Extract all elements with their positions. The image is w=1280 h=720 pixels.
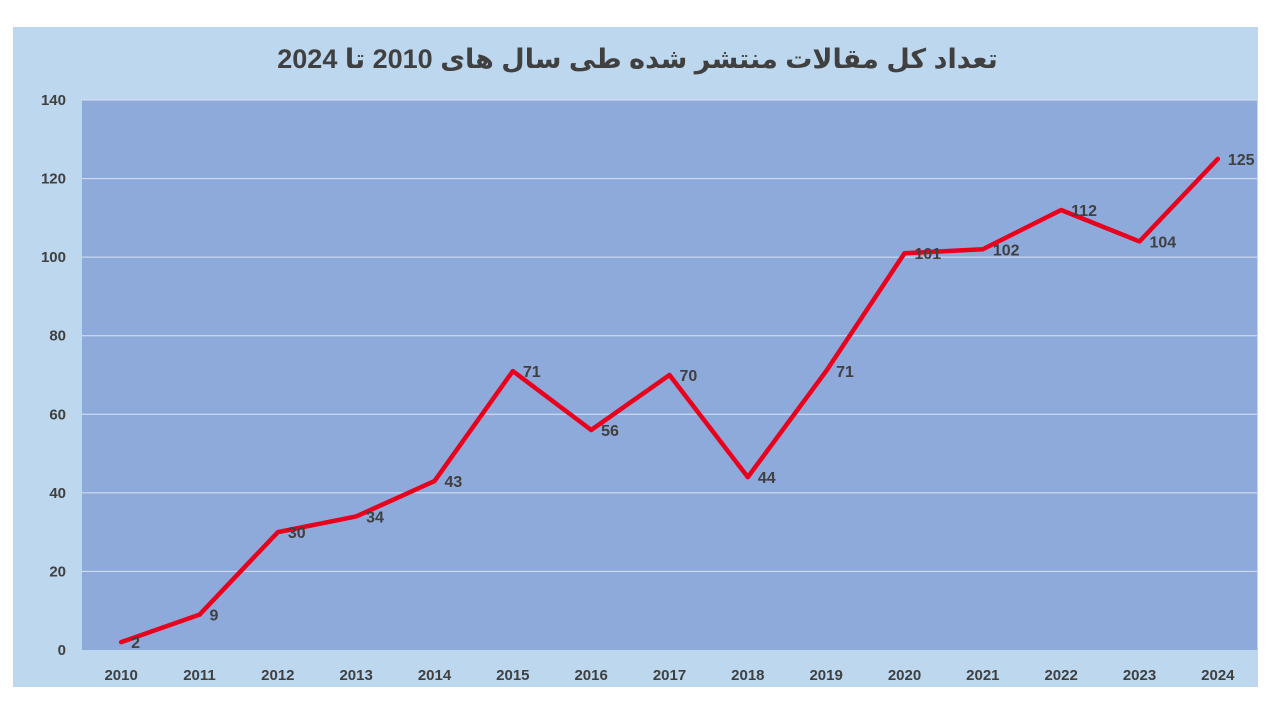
data-label: 101	[915, 246, 942, 263]
x-tick-label: 2012	[261, 667, 294, 684]
x-axis-ticks: 2010 2011 2012 2013 2014 2015 2016 2017 2018 2019…	[104, 667, 1235, 684]
data-label: 9	[210, 608, 219, 625]
data-label: 125	[1228, 152, 1255, 169]
x-tick-label: 2020	[888, 667, 921, 684]
data-label: 34	[366, 509, 384, 526]
data-label: 30	[288, 525, 306, 542]
x-tick-label: 2024	[1201, 667, 1235, 684]
data-label: 104	[1150, 234, 1177, 251]
x-tick-label: 2018	[731, 667, 764, 684]
data-label: 2	[131, 635, 140, 652]
data-label: 71	[523, 364, 541, 381]
data-label: 112	[1071, 203, 1097, 220]
data-label: 43	[445, 474, 463, 491]
y-tick-label: 140	[41, 92, 66, 109]
x-tick-label: 2019	[809, 667, 842, 684]
y-tick-label: 80	[49, 328, 66, 345]
data-label: 44	[758, 470, 776, 487]
data-labels: 2 9 30 34 43 71 56 70 44 71 101 102 112 104 125	[131, 152, 1254, 652]
y-axis-ticks: 0 20 40 60 80 100 120 140	[41, 92, 66, 659]
series-line	[118, 156, 1221, 645]
grid-lines	[82, 99, 1257, 572]
y-tick-label: 100	[41, 249, 66, 266]
x-tick-label: 2011	[183, 667, 216, 684]
y-tick-label: 60	[49, 406, 66, 423]
data-label: 71	[836, 364, 854, 381]
x-tick-label: 2021	[966, 667, 999, 684]
x-tick-label: 2010	[104, 667, 137, 684]
y-tick-label: 40	[49, 485, 66, 502]
data-label: 102	[993, 242, 1020, 259]
data-label: 56	[601, 423, 619, 440]
data-label: 70	[680, 368, 698, 385]
y-tick-label: 20	[49, 563, 66, 580]
chart-title: تعداد کل مقالات منتشر شده طی سال های 201…	[277, 44, 998, 74]
x-tick-label: 2022	[1044, 667, 1077, 684]
x-tick-label: 2023	[1123, 667, 1156, 684]
y-tick-label: 0	[58, 642, 66, 659]
x-tick-label: 2017	[653, 667, 686, 684]
x-tick-label: 2016	[574, 667, 607, 684]
x-tick-label: 2013	[339, 667, 372, 684]
y-tick-label: 120	[41, 171, 66, 188]
x-tick-label: 2015	[496, 667, 529, 684]
x-tick-label: 2014	[418, 667, 452, 684]
